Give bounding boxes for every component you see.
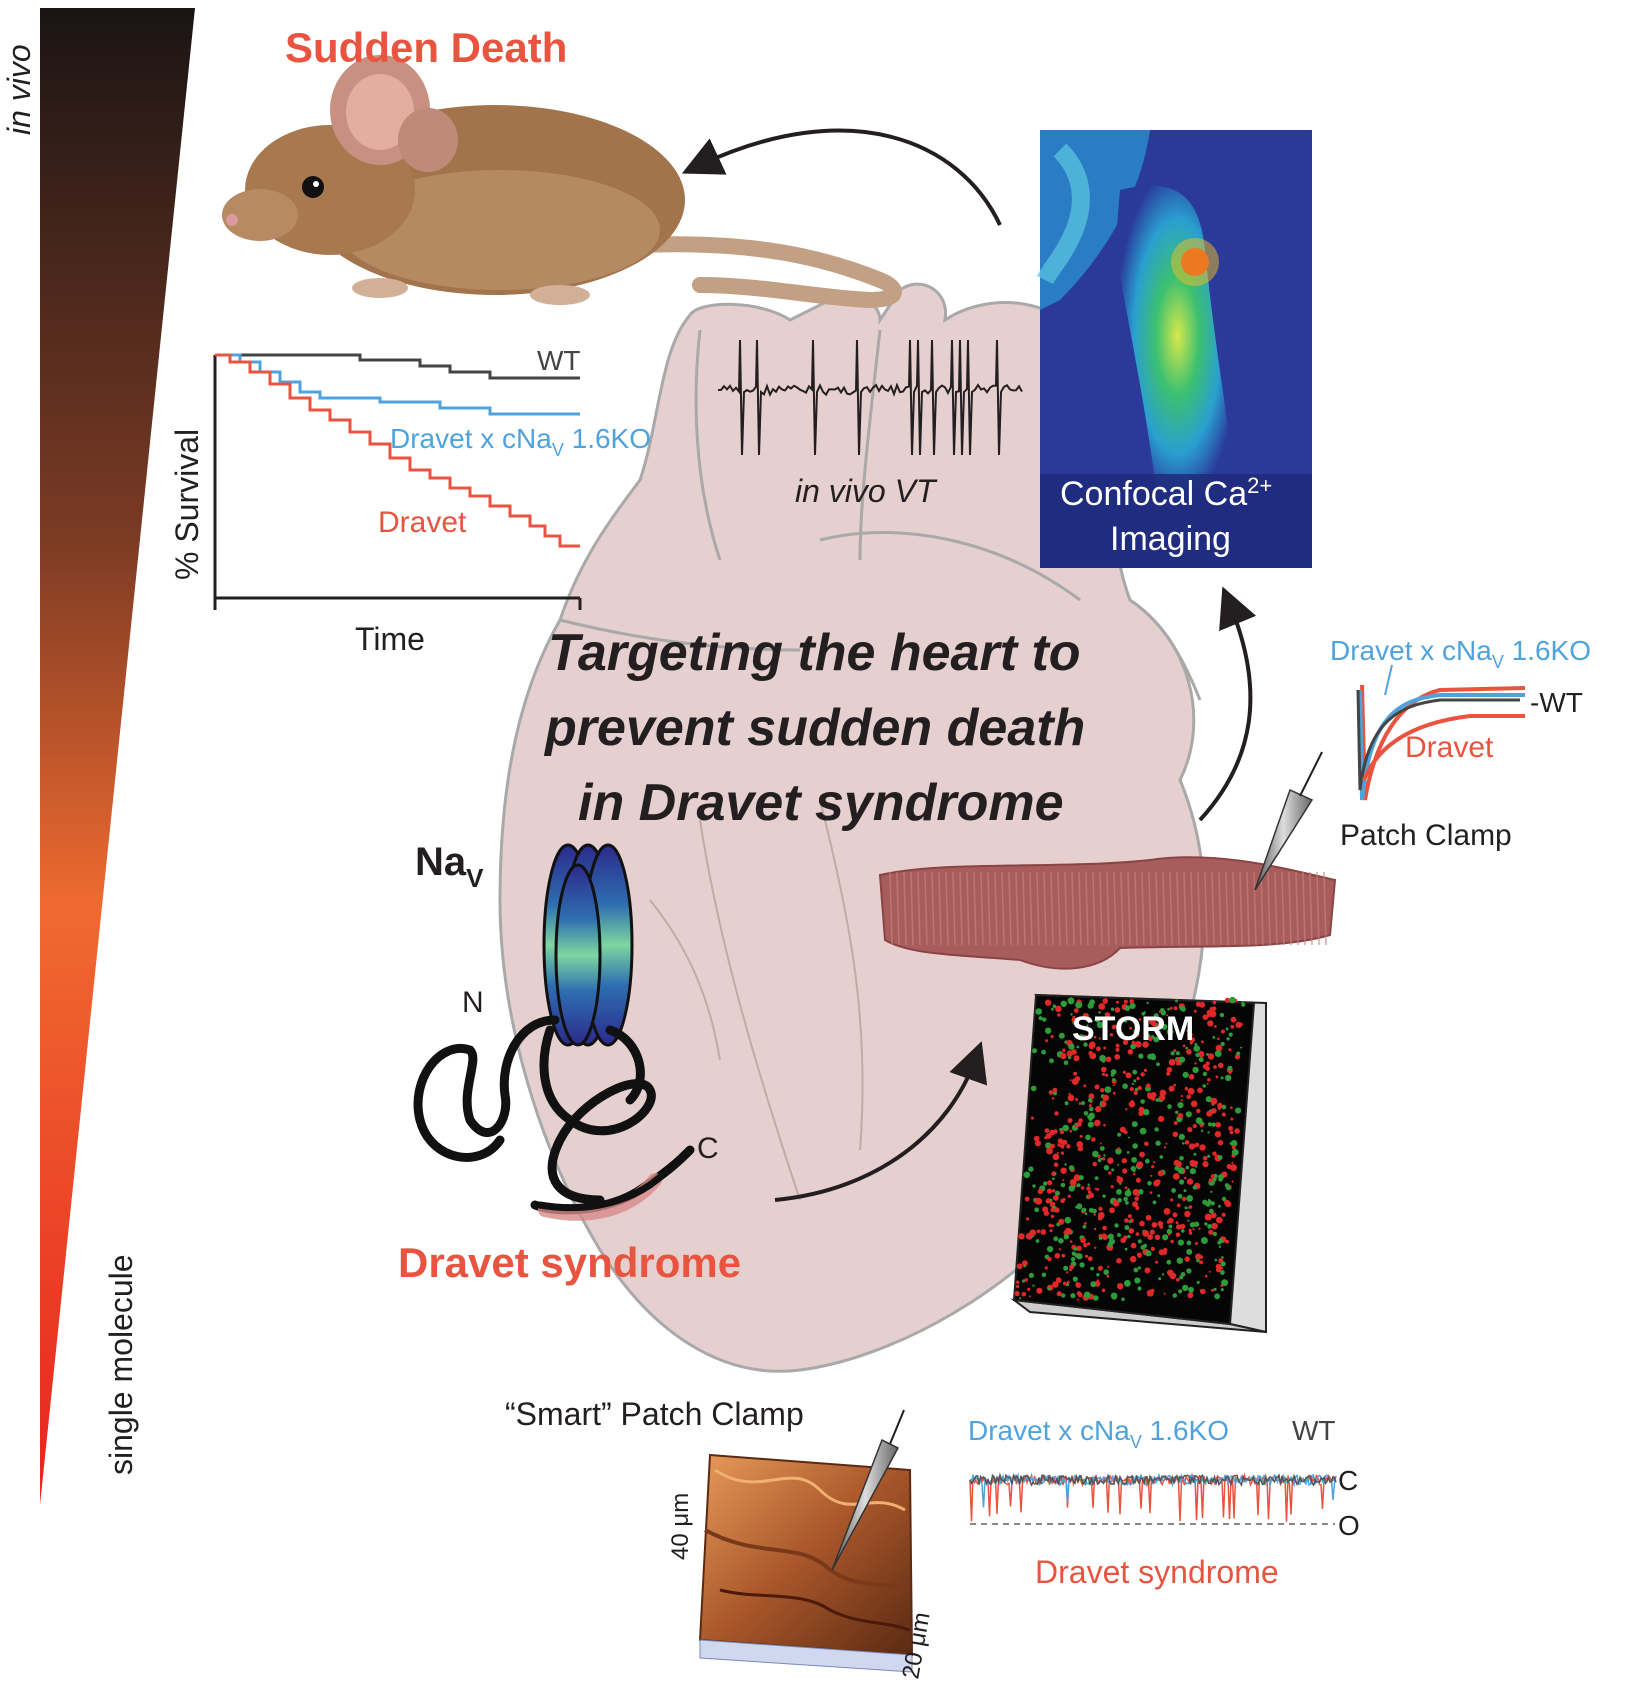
scale-gradient-wedge	[40, 8, 195, 1505]
nav-c-label: C	[697, 1132, 719, 1165]
storm-image	[1010, 993, 1267, 1334]
single-disease-label: Dravet syndrome	[1035, 1554, 1279, 1590]
patch-pipette-wire	[1299, 751, 1323, 797]
smart-patch-label: “Smart” Patch Clamp	[505, 1396, 804, 1432]
patch-legend-rescue: Dravet x cNaV 1.6KO	[1330, 635, 1591, 672]
survival-ylabel: % Survival	[169, 429, 205, 580]
survival-xlabel: Time	[355, 621, 425, 657]
arrow-myocyte-to-confocal	[1198, 586, 1257, 822]
arrow-confocal-to-mouse	[681, 128, 1002, 226]
survival-legend-rescue: Dravet x cNaV 1.6KO	[390, 423, 651, 460]
single-legend-wt: WT	[1292, 1415, 1336, 1446]
survival-curve-dravet	[215, 353, 580, 548]
survival-curve-wt	[215, 353, 580, 380]
single-channel-traces	[969, 1472, 1337, 1525]
main-title-line2: prevent sudden death	[543, 699, 1085, 757]
patch-clamp-label: Patch Clamp	[1340, 819, 1512, 852]
afm-topography	[698, 1409, 914, 1673]
arrow-channel-to-storm	[774, 1041, 988, 1202]
nav-n-label: N	[462, 986, 484, 1019]
nav-channel	[413, 843, 695, 1221]
confocal-label-line2: Imaging	[1110, 520, 1231, 558]
patch-legend-dravet: Dravet	[1405, 731, 1494, 764]
main-title-line1: Targeting the heart to	[548, 624, 1081, 682]
storm-label: STORM	[1072, 1010, 1194, 1048]
patch-clamp-traces	[1356, 664, 1526, 801]
gradient-top-label: in vivo	[1, 44, 37, 135]
survival-plot	[213, 353, 582, 610]
single-closed-label: C	[1338, 1465, 1358, 1496]
main-title-line3: in Dravet syndrome	[578, 774, 1064, 832]
mouse-illustration	[222, 55, 902, 309]
confocal-label-line1: Confocal Ca2+	[1060, 473, 1272, 513]
single-legend-rescue: Dravet x cNaV 1.6KO	[968, 1415, 1229, 1452]
cardiomyocyte	[878, 856, 1337, 970]
survival-legend-wt: WT	[537, 345, 581, 376]
nav-disease-label: Dravet syndrome	[398, 1239, 741, 1286]
single-open-label: O	[1338, 1510, 1360, 1541]
sudden-death-label: Sudden Death	[285, 24, 567, 71]
gradient-bottom-label: single molecule	[103, 1254, 139, 1475]
nav-label: NaV	[415, 840, 484, 893]
nav-n-terminus-loop	[413, 1015, 656, 1205]
survival-legend-dravet: Dravet	[378, 506, 467, 539]
patch-legend-wt: -WT	[1530, 687, 1583, 718]
confocal-image	[1036, 130, 1312, 568]
ecg-label: in vivo VT	[795, 473, 938, 509]
survival-curve-rescue	[215, 353, 580, 416]
ecg-trace	[717, 339, 1023, 456]
afm-axis-y: 40 μm	[667, 1493, 694, 1560]
